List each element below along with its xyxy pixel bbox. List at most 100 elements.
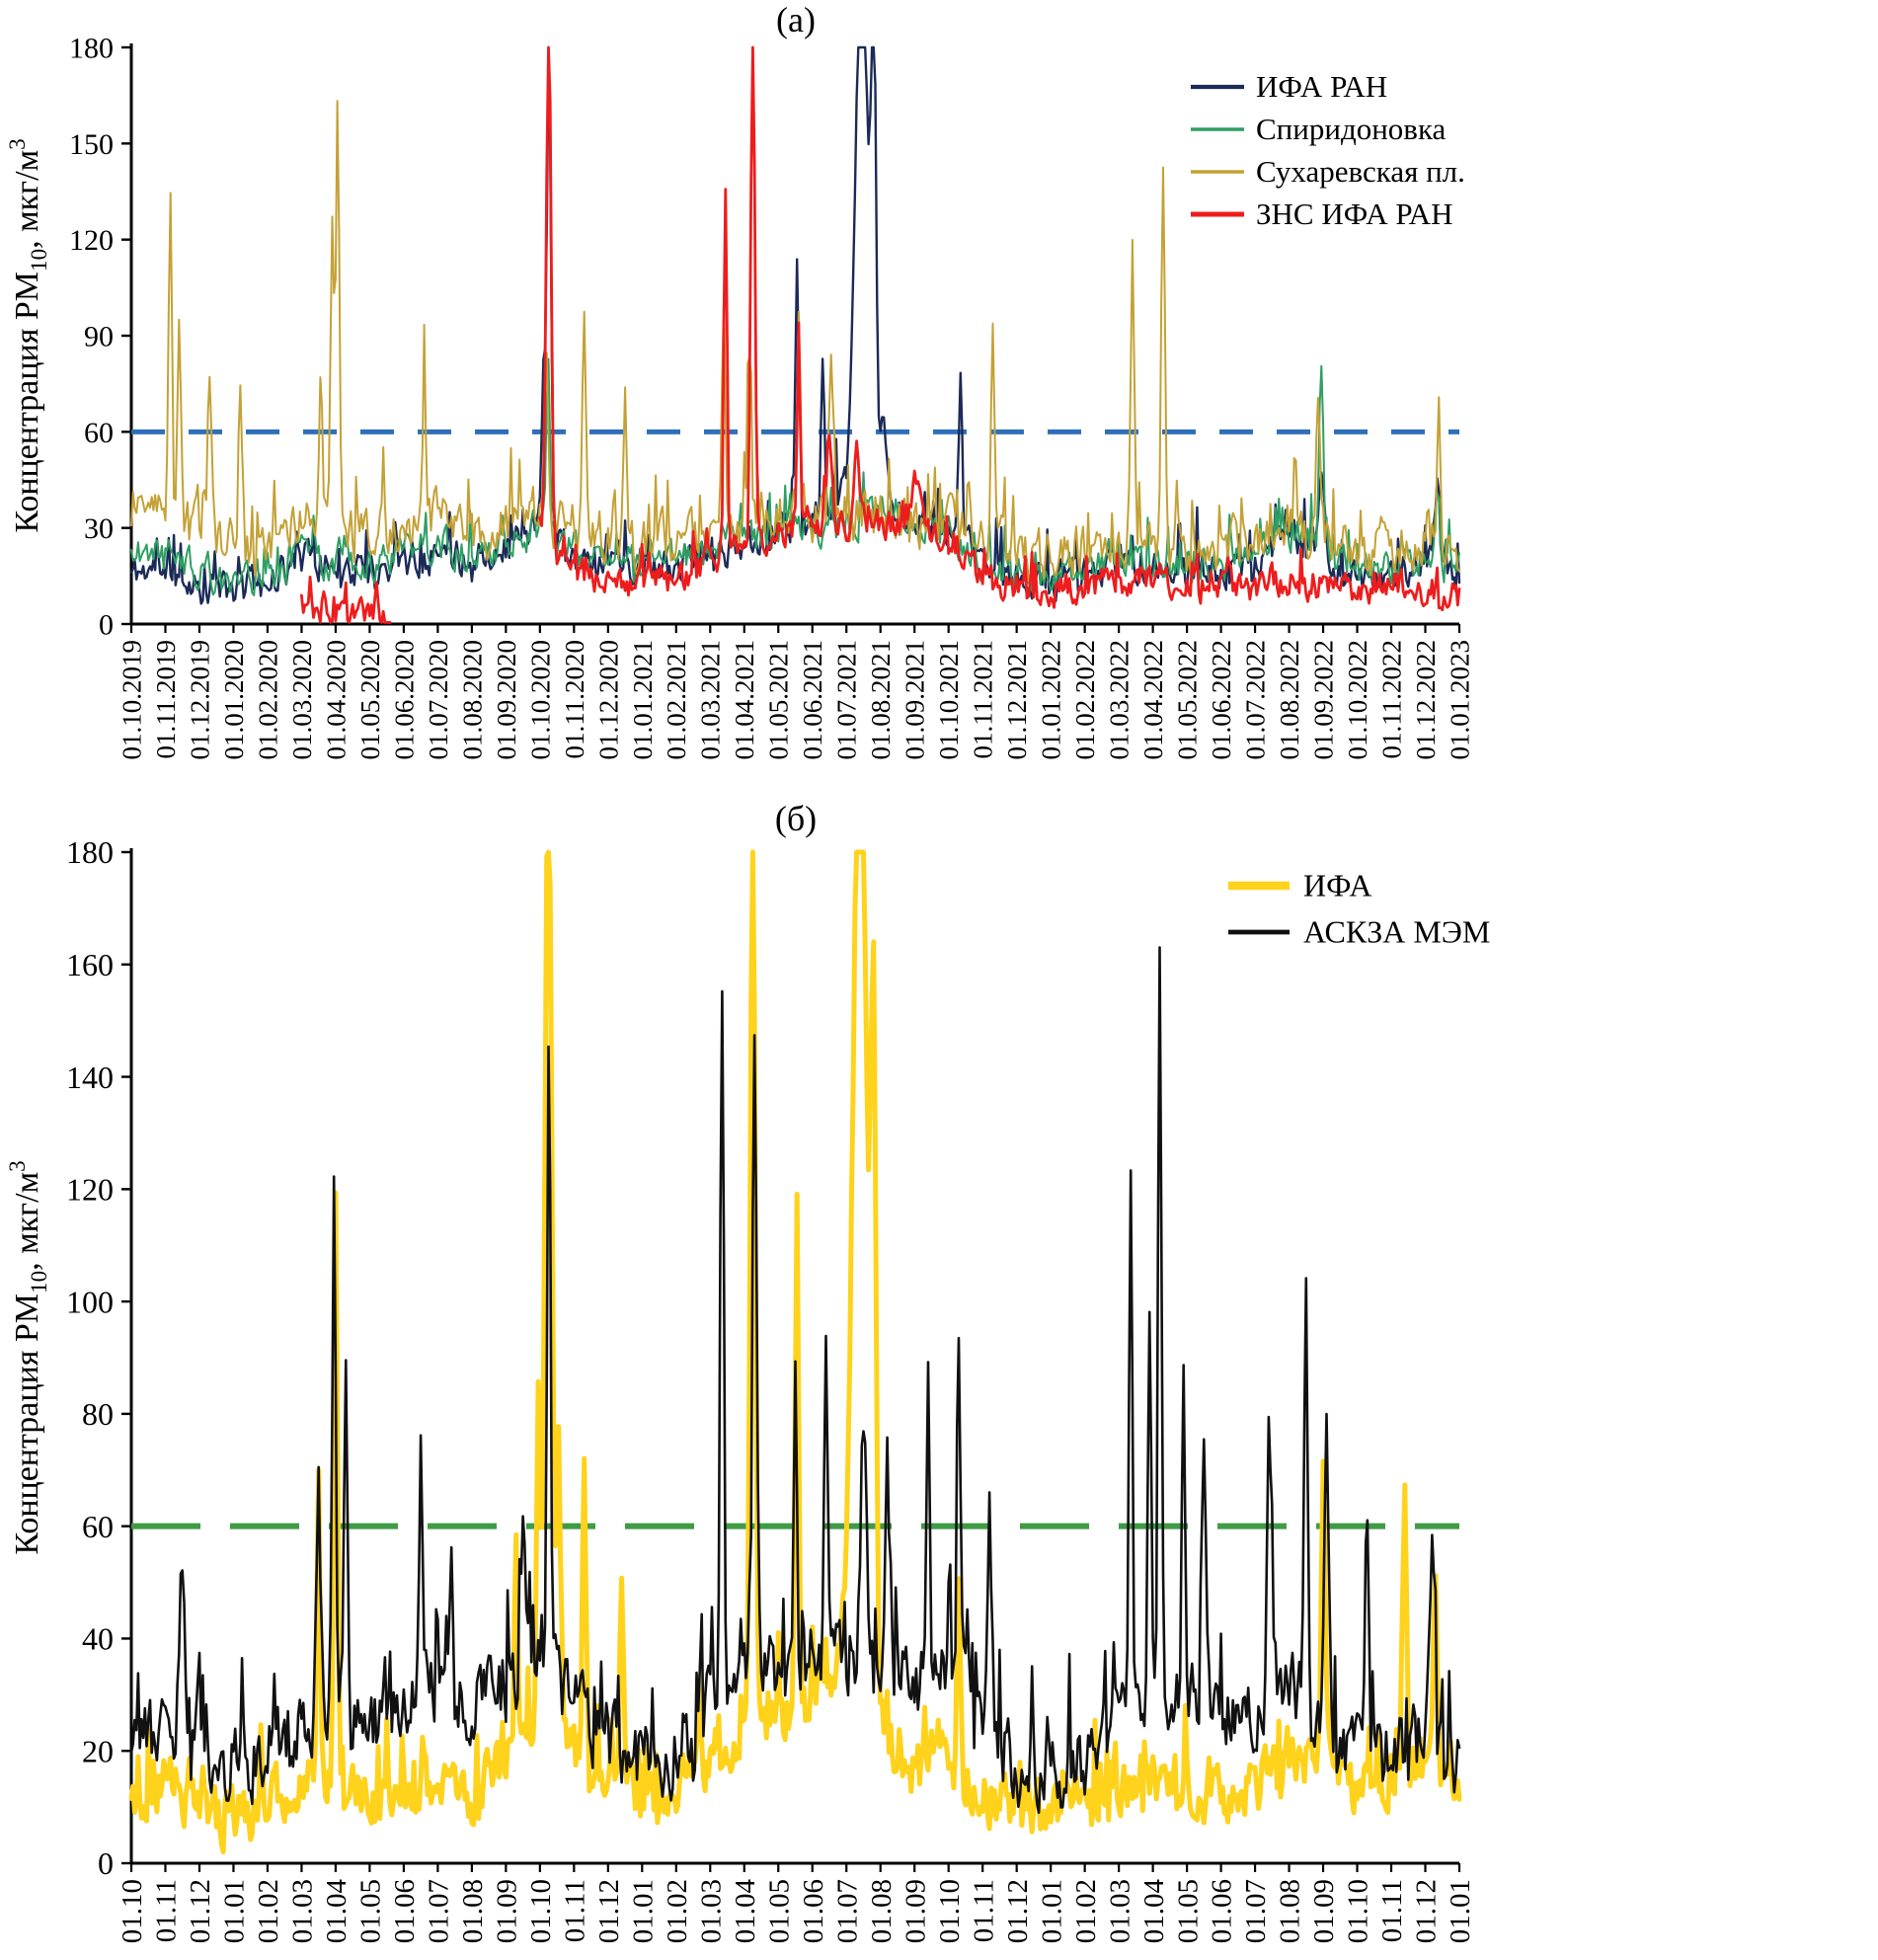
- y-tick-label: 40: [82, 1621, 114, 1657]
- x-tick-label: 01.02: [662, 1879, 693, 1943]
- x-tick-label: 01.03.2020: [287, 640, 317, 760]
- x-tick-label: 01.12.2020: [593, 640, 623, 760]
- x-tick-label: 01.08: [457, 1879, 489, 1943]
- y-tick-label: 60: [84, 417, 114, 449]
- x-tick-label: 01.11: [968, 1879, 999, 1942]
- x-tick-label: 01.03: [695, 1879, 727, 1943]
- x-tick-label: 01.04.2021: [730, 640, 759, 760]
- chart-b-title: (б): [775, 799, 817, 838]
- x-tick-label: 01.09: [900, 1879, 931, 1943]
- x-tick-label: 01.12.2021: [1002, 640, 1032, 760]
- chart-a-figure: (а) 0 30 60 90 120 150 180 01.10.2019 01.11.2019 0…: [0, 0, 1878, 785]
- x-tick-label: 01.08.2021: [866, 640, 896, 760]
- x-tick-label: 01.10: [934, 1879, 966, 1943]
- y-tick-label: 180: [69, 33, 114, 65]
- x-tick-label: 01.06.2022: [1207, 640, 1236, 760]
- x-tick-label: 01.01.2021: [628, 640, 658, 760]
- legend-label-Сухаревская-пл.: Сухаревская пл.: [1256, 154, 1465, 189]
- x-tick-label: 01.08.2020: [457, 640, 487, 760]
- x-tick-label: 01.07.2022: [1241, 640, 1271, 760]
- x-tick-label: 01.11.2021: [969, 640, 998, 759]
- chart-b-figure: (б) 0 20 40 60 80 100 120 140 160 180 01.10 01.11 01.…: [0, 785, 1878, 1960]
- x-tick-label: 01.05.2021: [764, 640, 794, 760]
- x-tick-label: 01.09: [492, 1879, 523, 1943]
- y-axis-label: Концентрация PM10, мкг/м3: [5, 1160, 52, 1554]
- y-tick-label: 100: [66, 1284, 114, 1319]
- x-tick-label: 01.12: [1411, 1879, 1443, 1943]
- x-tick-label: 01.08: [866, 1879, 898, 1943]
- x-tick-label: 01.09.2022: [1309, 640, 1339, 760]
- y-tick-label: 20: [82, 1733, 114, 1768]
- x-tick-label: 01.04.2020: [321, 640, 351, 760]
- x-tick-label: 01.02: [253, 1879, 284, 1943]
- y-tick-label: 140: [66, 1059, 114, 1095]
- legend-label-Спиридоновка: Спиридоновка: [1256, 112, 1447, 146]
- y-tick-label: 60: [82, 1509, 114, 1544]
- series-АСКЗА-МЭМ: [129, 946, 1461, 1815]
- x-tick-label: 01.01.2023: [1445, 640, 1474, 760]
- x-tick-label: 01.03: [1104, 1879, 1135, 1943]
- x-tick-label: 01.04: [1138, 1879, 1170, 1944]
- x-tick-label: 01.04: [321, 1879, 352, 1944]
- x-tick-label: 01.11: [151, 1879, 183, 1942]
- y-tick-label: 160: [66, 947, 114, 982]
- x-tick-label: 01.06.2020: [389, 640, 419, 760]
- x-tick-label: 01.10: [525, 1879, 557, 1943]
- x-tick-label: 01.02: [1070, 1879, 1102, 1943]
- x-tick-label: 01.03.2021: [696, 640, 726, 760]
- x-tick-label: 01.05.2022: [1173, 640, 1203, 760]
- x-tick-label: 01.03: [287, 1879, 319, 1943]
- x-tick-label: 01.10.2020: [525, 640, 555, 760]
- x-tick-label: 01.01: [1036, 1879, 1067, 1943]
- y-tick-label: 30: [84, 512, 114, 545]
- x-tick-label: 01.09.2021: [900, 640, 930, 760]
- x-tick-label: 01.07.2020: [424, 640, 453, 760]
- x-tick-label: 01.05.2020: [355, 640, 385, 760]
- x-tick-label: 01.11.2020: [560, 640, 589, 759]
- legend-label-АСКЗА-МЭМ: АСКЗА МЭМ: [1303, 914, 1490, 950]
- series-ЗНС-ИФА-РАН: [538, 45, 1461, 612]
- x-tick-label: 01.12: [1002, 1879, 1034, 1943]
- series-ИФА: [128, 849, 1462, 1854]
- y-tick-label: 150: [69, 128, 114, 161]
- y-tick-label: 0: [98, 1845, 114, 1881]
- y-tick-label: 120: [66, 1172, 114, 1208]
- x-tick-label: 01.12.2022: [1411, 640, 1441, 760]
- y-tick-label: 0: [99, 609, 114, 642]
- x-tick-label: 01.10: [1343, 1879, 1374, 1943]
- x-tick-label: 01.02.2020: [253, 640, 282, 760]
- legend-label-ИФА-РАН: ИФА РАН: [1256, 69, 1387, 104]
- x-tick-label: 01.10: [117, 1879, 148, 1943]
- x-tick-label: 01.07.2021: [832, 640, 862, 760]
- y-tick-label: 120: [69, 224, 114, 257]
- x-tick-label: 01.06: [1207, 1879, 1238, 1943]
- x-tick-label: 01.06.2021: [798, 640, 827, 760]
- x-tick-label: 01.06: [798, 1879, 829, 1943]
- legend-label-ЗНС-ИФА-РАН: ЗНС ИФА РАН: [1256, 196, 1452, 231]
- x-tick-label: 01.04: [730, 1879, 761, 1944]
- x-tick-label: 01.04.2022: [1138, 640, 1168, 760]
- x-tick-label: 01.11: [559, 1879, 590, 1942]
- x-tick-label: 01.12.2019: [185, 640, 214, 760]
- x-tick-label: 01.12: [185, 1879, 216, 1943]
- x-tick-label: 01.07: [1240, 1879, 1272, 1943]
- x-tick-label: 01.09: [1308, 1879, 1340, 1943]
- x-tick-label: 01.06: [389, 1879, 421, 1943]
- y-axis-label: Концентрация PM10, мкг/м3: [5, 138, 52, 532]
- x-tick-label: 01.05: [355, 1879, 387, 1943]
- x-tick-label: 01.10.2021: [934, 640, 964, 760]
- x-tick-label: 01.10.2019: [117, 640, 146, 760]
- x-tick-label: 01.10.2022: [1343, 640, 1372, 760]
- x-tick-label: 01.09.2020: [492, 640, 521, 760]
- x-tick-label: 01.11: [1376, 1879, 1408, 1942]
- x-tick-label: 01.01: [219, 1879, 251, 1943]
- x-tick-label: 01.02.2022: [1070, 640, 1100, 760]
- x-tick-label: 01.01.2022: [1037, 640, 1066, 760]
- x-tick-label: 01.02.2021: [662, 640, 691, 760]
- x-tick-label: 01.01.2020: [219, 640, 249, 760]
- x-tick-label: 01.05: [763, 1879, 795, 1943]
- x-tick-label: 01.01: [627, 1879, 659, 1943]
